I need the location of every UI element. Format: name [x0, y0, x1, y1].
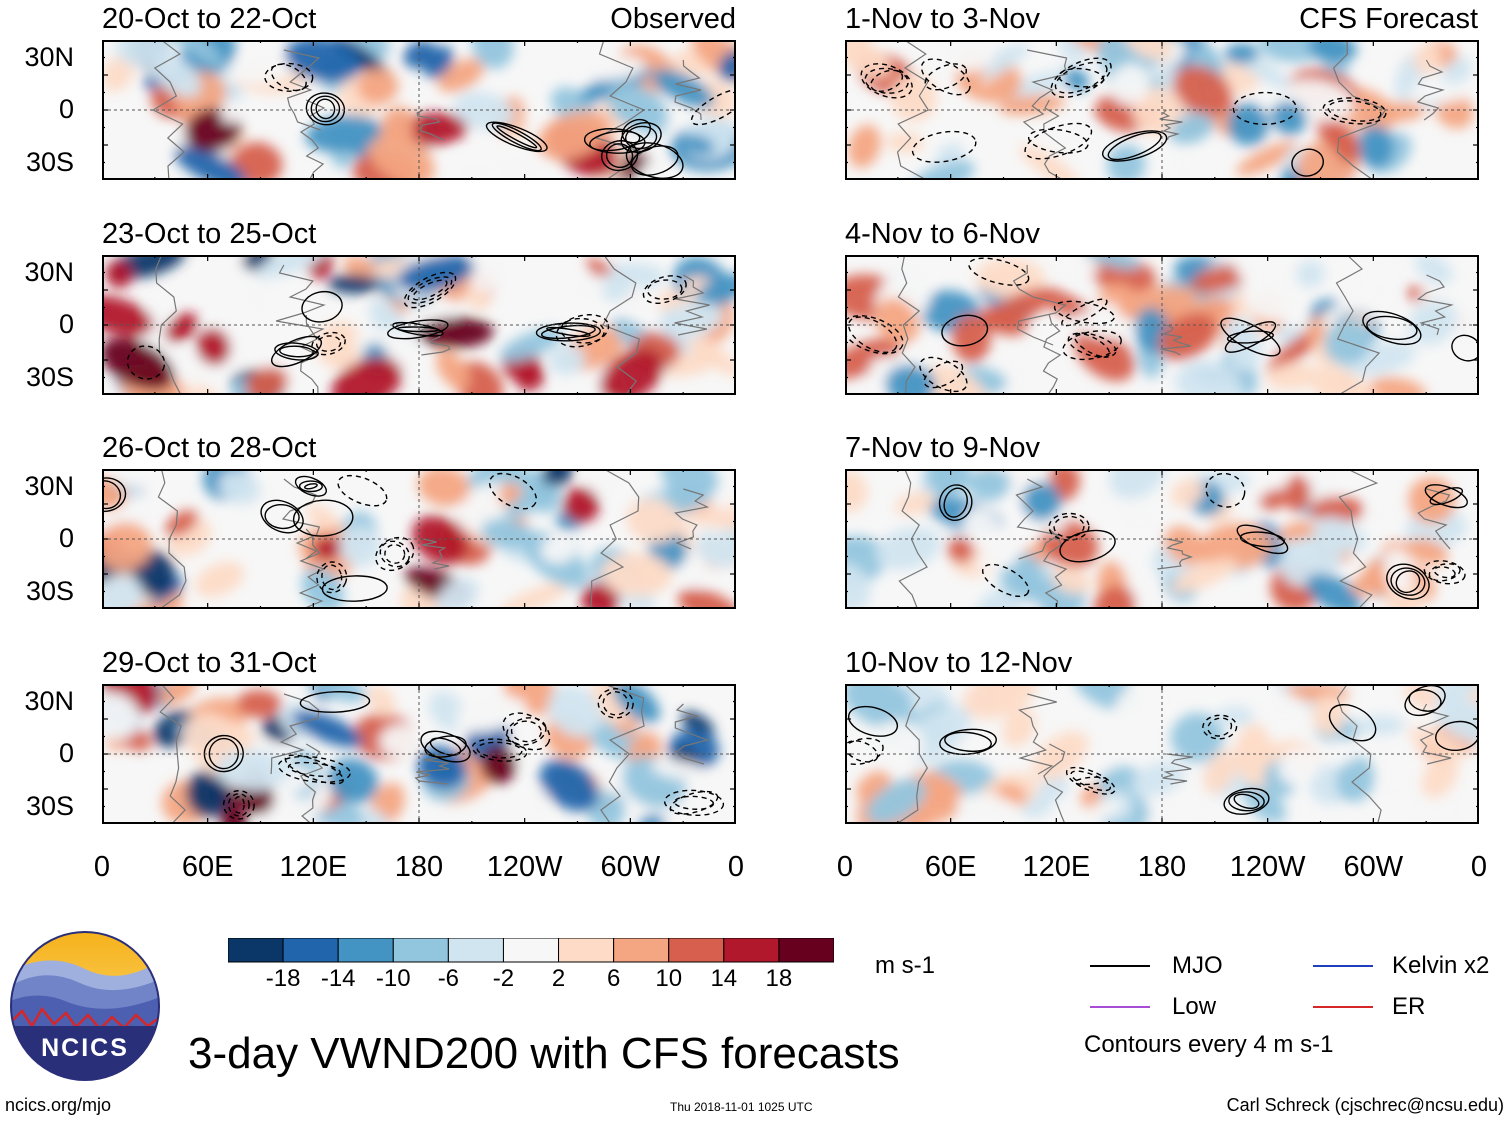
figure-title: 3-day VWND200 with CFS forecasts: [188, 1029, 900, 1078]
lat-label: 0: [58, 523, 74, 553]
lat-label: 0: [58, 309, 74, 339]
legend-mjo: MJO: [1172, 952, 1223, 979]
lon-label: 60E: [181, 851, 234, 883]
site-url[interactable]: ncics.org/mjo: [5, 1095, 112, 1115]
colorbar-label: 10: [655, 965, 683, 992]
logo-text: NCICS: [41, 1034, 129, 1062]
lon-label: 120W: [486, 851, 563, 883]
colorbar-swatch: [502, 938, 560, 963]
colorbar-swatch: [447, 938, 504, 963]
colorbar-label: -2: [492, 965, 515, 992]
colorbar-label: -10: [375, 965, 411, 992]
low-line: [1090, 1006, 1150, 1008]
colorbar-swatch: [282, 938, 339, 963]
map-panel-2: [102, 255, 736, 395]
observed-tag: Observed: [610, 3, 736, 35]
colorbar-swatch: [337, 938, 394, 963]
map-panel-8: [845, 684, 1479, 824]
colorbar-label: 2: [551, 965, 566, 992]
lon-label: 0: [93, 851, 111, 883]
map-panel-6: [845, 255, 1479, 395]
units-label: m s-1: [875, 952, 935, 979]
lat-label: 30N: [24, 41, 74, 72]
lat-label: 30S: [25, 146, 74, 177]
lon-label: 120W: [1229, 851, 1306, 883]
panel-title-3: 26-Oct to 28-Oct: [102, 432, 317, 464]
lat-label: 0: [58, 94, 74, 124]
lon-label: 0: [836, 851, 854, 883]
kelvin-line: [1313, 965, 1373, 967]
lon-label: 60E: [924, 851, 977, 883]
contour-note: Contours every 4 m s-1: [1084, 1031, 1334, 1058]
lat-label: 30S: [25, 361, 74, 392]
panel-title-4: 29-Oct to 31-Oct: [102, 647, 317, 679]
map-panel-4: [102, 684, 736, 824]
credit: Carl Schreck (cjschrec@ncsu.edu): [1226, 1095, 1504, 1115]
colorbar-label: 6: [606, 965, 621, 992]
lon-label: 0: [727, 851, 745, 883]
ncics-logo: NCICS: [10, 931, 160, 1081]
colorbar-swatch: [558, 938, 615, 963]
colorbar-label: -6: [437, 965, 460, 992]
panel-title-5: 1-Nov to 3-Nov: [845, 3, 1041, 35]
panel-title-7: 7-Nov to 9-Nov: [845, 432, 1041, 464]
map-panel-1: [102, 40, 736, 180]
panel-title-2: 23-Oct to 25-Oct: [102, 218, 317, 250]
colorbar-swatch: [723, 938, 780, 963]
cfs-forecast-tag: CFS Forecast: [1299, 3, 1478, 35]
lon-label: 120E: [279, 851, 348, 883]
lon-label: 180: [1137, 851, 1187, 883]
colorbar-swatch: [392, 938, 449, 963]
colorbar-label: -14: [320, 965, 356, 992]
lat-label: 30N: [24, 685, 74, 716]
map-panel-5: [845, 40, 1479, 180]
panel-title-8: 10-Nov to 12-Nov: [845, 647, 1073, 679]
lat-label: 30S: [25, 575, 74, 606]
lon-label: 180: [394, 851, 444, 883]
colorbar: [228, 938, 834, 963]
er-line: [1313, 1006, 1373, 1008]
panel-title-6: 4-Nov to 6-Nov: [845, 218, 1041, 250]
timestamp: Thu 2018-11-01 1025 UTC: [670, 1100, 813, 1114]
map-panel-3: [102, 469, 736, 609]
colorbar-label: 18: [765, 965, 793, 992]
lon-label: 60W: [1343, 851, 1404, 883]
colorbar-label: -18: [265, 965, 301, 992]
colorbar-swatch: [778, 938, 834, 963]
colorbar-swatch: [668, 938, 725, 963]
lat-label: 0: [58, 738, 74, 768]
legend-er: ER: [1392, 993, 1426, 1020]
legend-kelvin: Kelvin x2: [1392, 952, 1490, 979]
lat-label: 30N: [24, 256, 74, 287]
mjo-line: [1090, 965, 1150, 967]
lon-label: 120E: [1022, 851, 1091, 883]
colorbar-label: 14: [710, 965, 738, 992]
colorbar-swatch: [613, 938, 670, 963]
lon-label: 60W: [600, 851, 661, 883]
panel-title-1: 20-Oct to 22-Oct: [102, 3, 317, 35]
legend-low: Low: [1172, 993, 1217, 1020]
map-panel-7: [845, 469, 1479, 609]
lat-label: 30S: [25, 790, 74, 821]
colorbar-swatch: [228, 938, 284, 963]
lat-label: 30N: [24, 470, 74, 501]
lon-label: 0: [1470, 851, 1488, 883]
